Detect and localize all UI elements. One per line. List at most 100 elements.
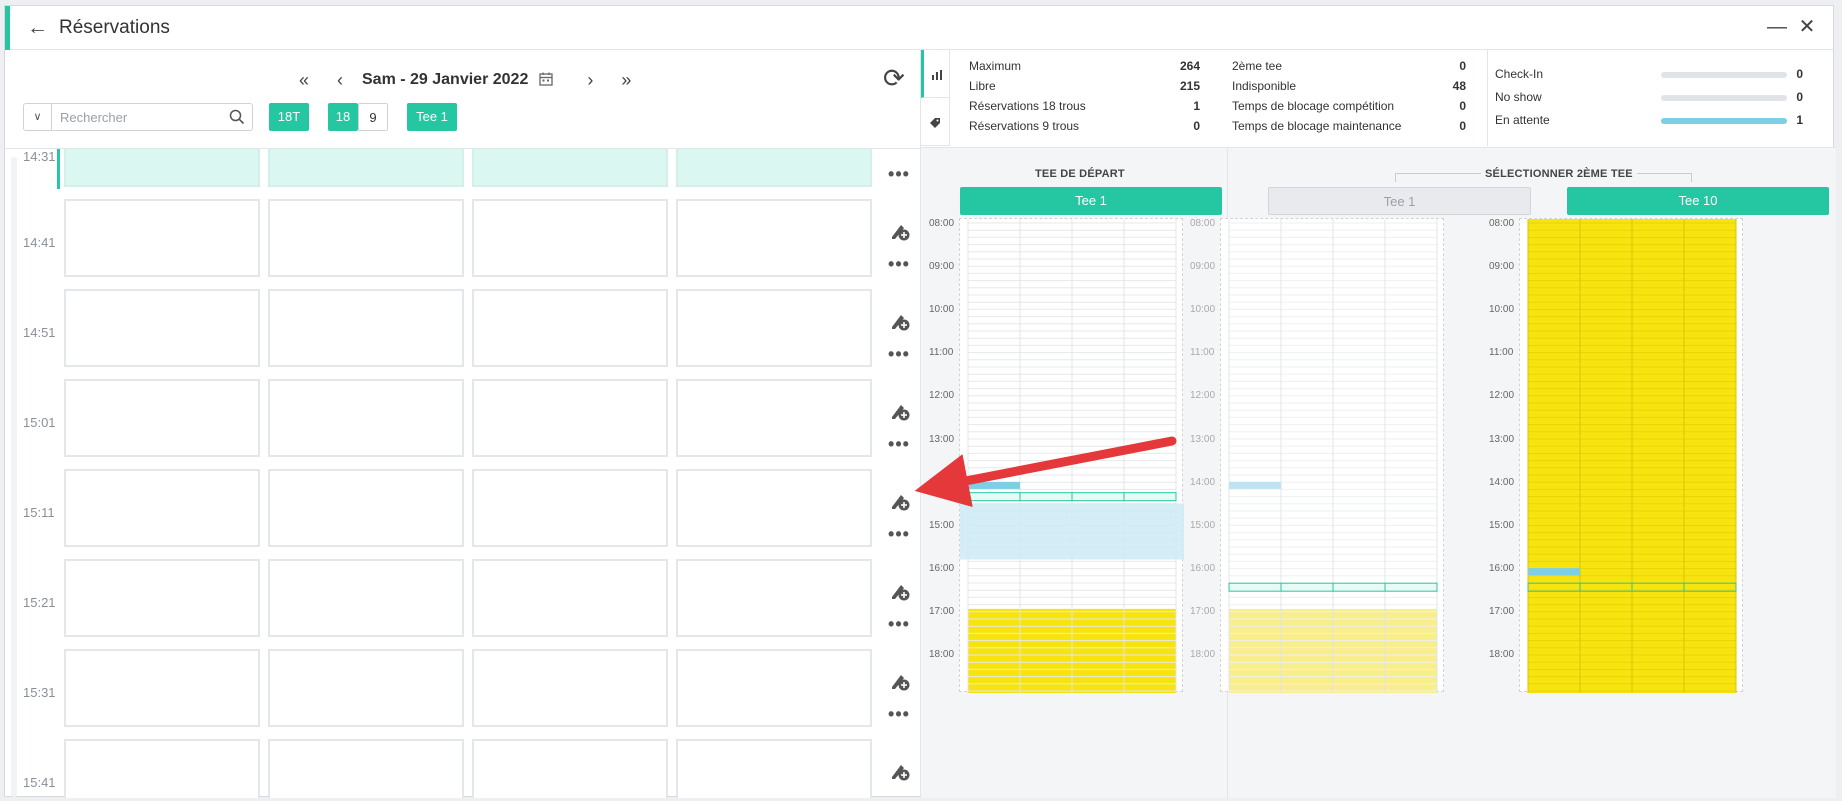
add-booking-icon[interactable] — [888, 489, 912, 513]
side-tabs — [921, 50, 949, 146]
player-slot[interactable] — [472, 289, 668, 367]
player-slot[interactable] — [676, 149, 872, 187]
stat-row: Indisponible 48 — [1232, 76, 1466, 96]
player-slot[interactable] — [268, 199, 464, 277]
player-slot[interactable] — [472, 649, 668, 727]
start-tee-button[interactable]: Tee 1 — [960, 187, 1222, 215]
add-booking-icon[interactable] — [888, 759, 912, 783]
hour-label: 17:00 — [929, 605, 955, 617]
player-slot[interactable] — [472, 149, 668, 187]
hour-label: 11:00 — [1489, 347, 1514, 359]
search-icon[interactable] — [228, 108, 246, 126]
calendar-icon[interactable] — [538, 71, 556, 89]
second-tee-1-button[interactable]: Tee 1 — [1268, 187, 1531, 215]
add-booking-icon[interactable] — [888, 669, 912, 693]
player-slot[interactable] — [268, 379, 464, 457]
close-icon[interactable]: ✕ — [1798, 16, 1816, 38]
chart-tab-icon[interactable] — [921, 50, 949, 98]
filter-18-chip[interactable]: 18 — [328, 103, 358, 131]
hour-label: 10:00 — [1489, 304, 1515, 316]
second-tee-1-schedule[interactable] — [1220, 218, 1444, 693]
minimize-icon[interactable]: — — [1767, 16, 1787, 38]
player-slot[interactable] — [268, 149, 464, 187]
hour-label: 13:00 — [1489, 433, 1515, 445]
add-booking-icon[interactable] — [888, 309, 912, 333]
player-slot[interactable] — [64, 559, 260, 637]
more-options-icon[interactable]: ••• — [888, 614, 910, 634]
filter-9-chip[interactable]: 9 — [358, 103, 388, 131]
hour-label: 17:00 — [1190, 605, 1216, 617]
player-slot[interactable] — [268, 559, 464, 637]
hour-label: 15:00 — [1489, 519, 1515, 531]
player-slot[interactable] — [268, 649, 464, 727]
add-booking-icon[interactable] — [888, 219, 912, 243]
player-slot[interactable] — [268, 469, 464, 547]
more-options-icon[interactable]: ••• — [888, 704, 910, 724]
hour-label: 10:00 — [929, 304, 955, 316]
prev-day-icon[interactable]: ‹ — [337, 69, 343, 90]
player-slot[interactable] — [64, 289, 260, 367]
player-slot[interactable] — [676, 379, 872, 457]
player-slot[interactable] — [676, 739, 872, 798]
player-slot[interactable] — [676, 649, 872, 727]
player-slot[interactable] — [472, 739, 668, 798]
player-slot[interactable] — [64, 649, 260, 727]
hour-label: 09:00 — [929, 261, 955, 273]
next-day-icon[interactable]: › — [587, 69, 594, 90]
player-slot[interactable] — [472, 379, 668, 457]
back-arrow-icon[interactable]: ← — [27, 16, 48, 39]
hour-label: 18:00 — [1190, 649, 1216, 660]
stat-value: 215 — [1179, 79, 1200, 93]
player-slot[interactable] — [64, 149, 260, 187]
hour-label: 12:00 — [1489, 390, 1515, 402]
player-slot[interactable] — [64, 199, 260, 277]
second-tee-10-button[interactable]: Tee 10 — [1567, 187, 1829, 215]
stat-value: 1 — [1193, 99, 1200, 113]
filter-18t-chip[interactable]: 18T — [269, 103, 309, 131]
player-slot[interactable] — [268, 289, 464, 367]
status-progress-bar — [1661, 95, 1787, 101]
more-options-icon[interactable]: ••• — [888, 524, 910, 544]
search-input[interactable]: ∨ Rechercher — [23, 103, 253, 131]
row-time-label: 15:21 — [23, 595, 56, 610]
stat-value: 0 — [1459, 99, 1466, 113]
stat-row: Réservations 18 trous 1 — [969, 96, 1200, 116]
player-slot[interactable] — [64, 739, 260, 798]
player-slot[interactable] — [268, 739, 464, 798]
more-options-icon[interactable]: ••• — [888, 344, 910, 364]
hour-label: 08:00 — [1489, 218, 1515, 229]
player-slot[interactable] — [472, 469, 668, 547]
more-options-icon[interactable]: ••• — [888, 164, 910, 184]
player-slot[interactable] — [676, 559, 872, 637]
start-tee-heading: TEE DE DÉPART — [1035, 168, 1125, 180]
scrollbar[interactable] — [11, 157, 17, 797]
refresh-icon[interactable]: ⟳ — [883, 63, 905, 93]
stat-value: 0 — [1459, 59, 1466, 73]
row-time-label: 15:41 — [23, 775, 56, 790]
second-tee-10-schedule[interactable] — [1519, 218, 1743, 693]
start-tee-schedule[interactable] — [959, 218, 1184, 693]
first-page-icon[interactable]: « — [298, 69, 309, 90]
row-time-label: 15:31 — [23, 685, 56, 700]
hour-label: 18:00 — [929, 649, 955, 660]
player-slot[interactable] — [472, 199, 668, 277]
player-slot[interactable] — [472, 559, 668, 637]
statistics-pane: Maximum 264 Libre 215 Réservations 18 trous 1… — [920, 50, 1836, 799]
player-slot[interactable] — [64, 379, 260, 457]
player-slot[interactable] — [676, 199, 872, 277]
stat-label: Maximum — [969, 59, 1022, 73]
player-slot[interactable] — [676, 469, 872, 547]
chevron-down-icon[interactable]: ∨ — [24, 104, 52, 130]
tag-tab-icon[interactable] — [921, 98, 949, 146]
hour-label: 09:00 — [1489, 261, 1515, 273]
hour-label: 18:00 — [1489, 649, 1515, 660]
stat-label: Check-In — [1495, 67, 1544, 81]
player-slot[interactable] — [64, 469, 260, 547]
last-page-icon[interactable]: » — [621, 69, 632, 90]
add-booking-icon[interactable] — [888, 579, 912, 603]
player-slot[interactable] — [676, 289, 872, 367]
add-booking-icon[interactable] — [888, 399, 912, 423]
filter-tee-chip[interactable]: Tee 1 — [407, 103, 457, 131]
more-options-icon[interactable]: ••• — [888, 254, 910, 274]
more-options-icon[interactable]: ••• — [888, 434, 910, 454]
